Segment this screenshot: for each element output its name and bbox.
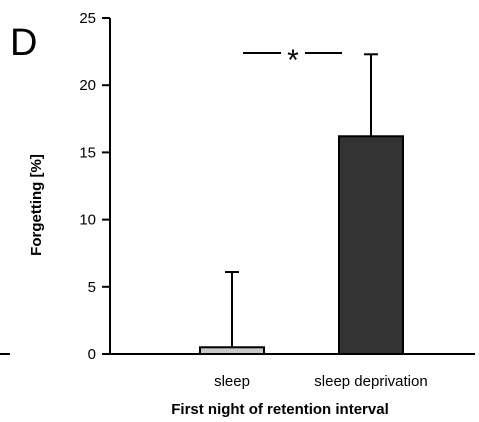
panel-label: D	[10, 22, 37, 64]
bar-sleep	[199, 346, 265, 355]
x-axis-title: First night of retention interval	[171, 401, 389, 418]
error-bars	[225, 53, 378, 348]
category-labels: sleep sleep deprivation	[214, 373, 428, 390]
category-label-sleep: sleep	[214, 373, 250, 390]
category-label-sleep-deprivation: sleep deprivation	[314, 373, 427, 390]
y-tick-label: 5	[88, 279, 96, 296]
y-tick-label: 25	[79, 10, 96, 27]
bars	[199, 135, 404, 355]
y-axis-title: Forgetting [%]	[28, 154, 45, 256]
y-tick-label: 10	[79, 212, 96, 229]
y-axis: 0 5 10 15 20 25	[79, 10, 111, 363]
bar-sleep-deprivation	[338, 135, 404, 355]
y-tick-label: 15	[79, 144, 96, 161]
y-tick-label: 20	[79, 77, 96, 94]
y-tick-label: 0	[88, 346, 96, 363]
significance-star: *	[287, 44, 299, 77]
